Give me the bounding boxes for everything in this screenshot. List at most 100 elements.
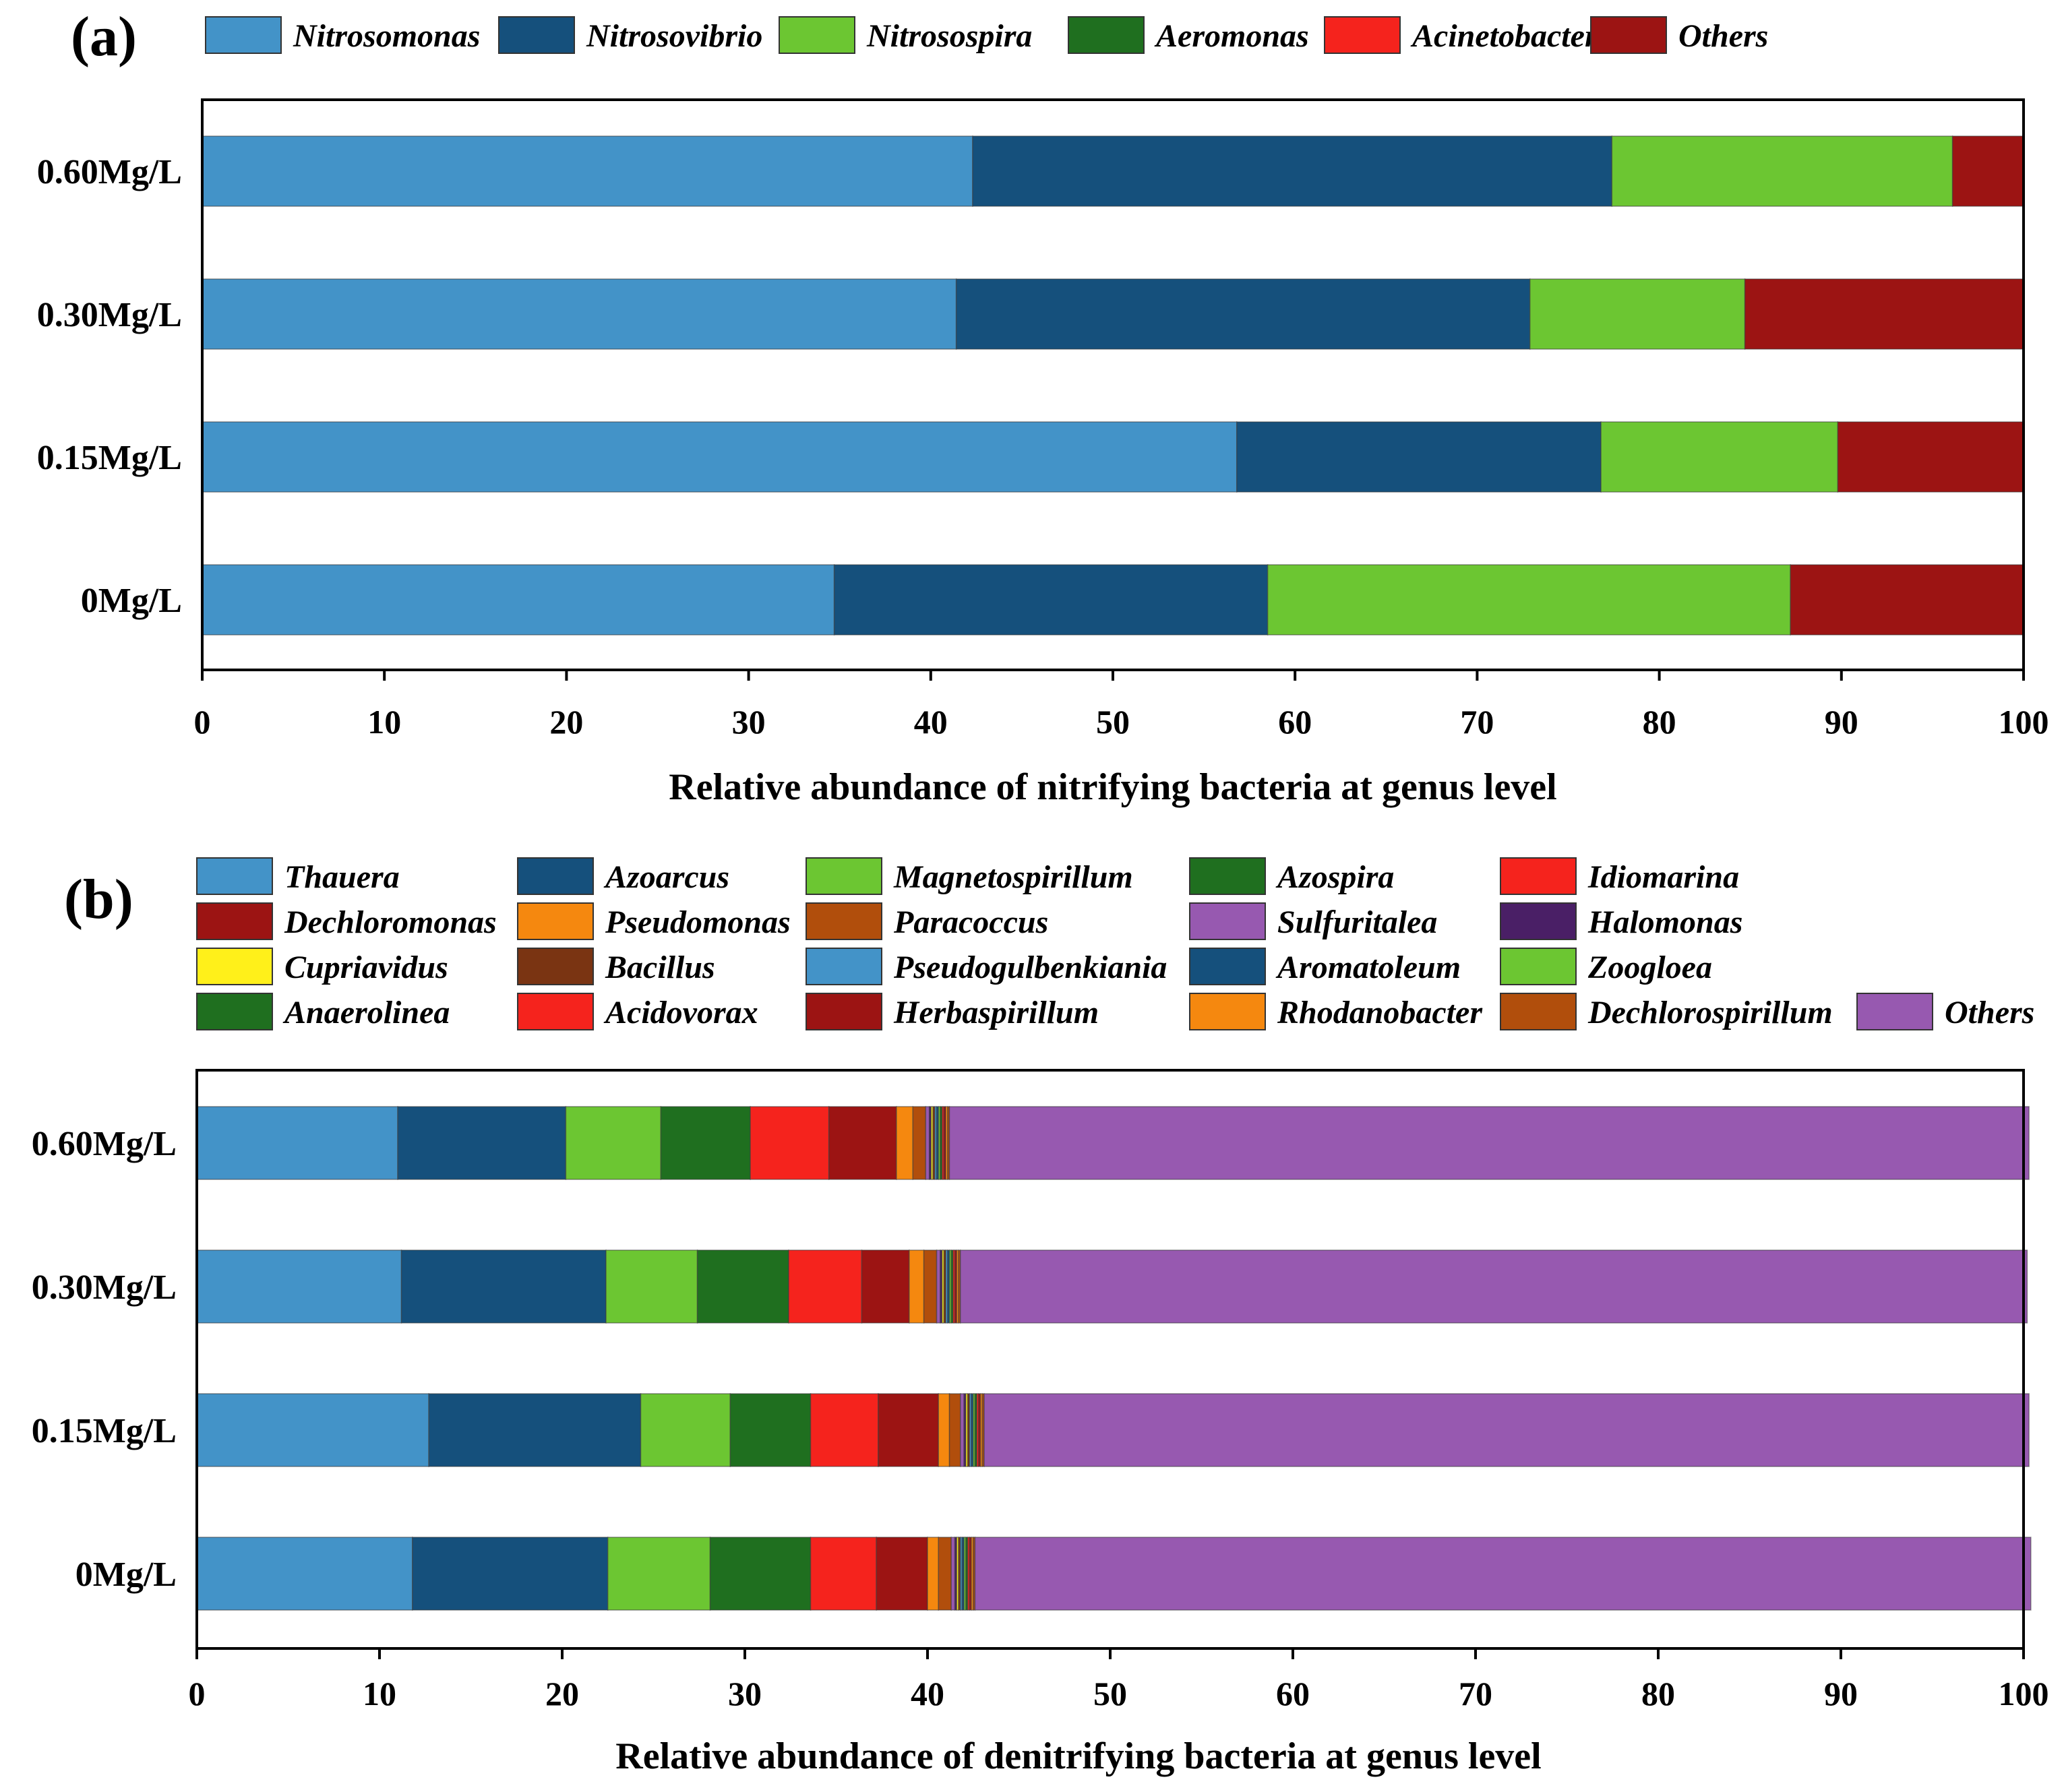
x-tick-label-100: 100 (1999, 703, 2049, 741)
x-tick-label-100: 100 (1999, 1675, 2049, 1712)
category-label-0-30mg-l: 0.30Mg/L (32, 1268, 177, 1307)
x-tick-label-30: 30 (728, 1675, 762, 1712)
legend-swatch-magnetospirillum (806, 857, 882, 895)
bar-segment-thauera-0-30mg-l (196, 1249, 402, 1324)
bar-segment-paracoccus-0-15mg-l (948, 1393, 961, 1467)
legend-label-bacillus: Bacillus (605, 950, 715, 985)
bar-segment-nitrosovibrio-0mg-l (833, 564, 1269, 636)
bar-segment-azospira-0mg-l (709, 1537, 812, 1611)
x-tick-label-80: 80 (1643, 703, 1676, 741)
panel-b: (b) Thauera Azoarcus Magnetospirillum Azosp… (32, 857, 2049, 1777)
legend-label-pseudogulbenkiania: Pseudogulbenkiania (893, 950, 1167, 985)
x-tick-label-90: 90 (1824, 1675, 1858, 1712)
legend-label-others: Others (1945, 995, 2034, 1030)
x-tick-label-50: 50 (1093, 1675, 1127, 1712)
legend-label-aromatoleum: Aromatoleum (1275, 950, 1461, 985)
legend-swatch-anaerolinea (196, 993, 273, 1030)
category-label-0mg-l: 0Mg/L (75, 1555, 177, 1594)
bar-segment-pseudomonas-0-15mg-l (938, 1393, 950, 1467)
bar-segment-pseudomonas-0mg-l (927, 1537, 940, 1611)
bar-segment-magnetospirillum-0-15mg-l (640, 1393, 731, 1467)
bar-segment-nitrosovibrio-0-30mg-l (955, 278, 1531, 350)
legend-label-sulfuritalea: Sulfuritalea (1277, 904, 1437, 940)
bar-segment-nitrosospira-0-15mg-l (1600, 421, 1839, 493)
panel-b-x-axis-title: Relative abundance of denitrifying bacte… (615, 1735, 1541, 1777)
x-tick-label-40: 40 (914, 703, 948, 741)
bar-segment-pseudomonas-0-60mg-l (896, 1106, 914, 1180)
bar-segment-nitrosomonas-0-15mg-l (202, 421, 1238, 493)
category-label-0mg-l: 0Mg/L (81, 582, 182, 620)
category-label-0-15mg-l: 0.15Mg/L (32, 1412, 177, 1450)
bar-segment-nitrosospira-0mg-l (1267, 564, 1791, 636)
x-tick-label-40: 40 (911, 1675, 944, 1712)
category-label-0-30mg-l: 0.30Mg/L (37, 296, 182, 334)
bar-segment-others-0-30mg-l (960, 1249, 2028, 1324)
bar-segment-sulfuritalea-0-60mg-l (925, 1106, 930, 1180)
legend-swatch-nitrosospira (779, 16, 855, 54)
legend-swatch-cupriavidus (196, 948, 273, 985)
legend-label-paracoccus: Paracoccus (893, 904, 1048, 940)
legend-swatch-dechlorospirillum (1500, 993, 1577, 1030)
panel-b-legend: Thauera Azoarcus Magnetospirillum Azospira I… (196, 857, 2034, 1030)
legend-label-dechloromonas: Dechloromonas (284, 904, 497, 940)
x-tick-label-30: 30 (732, 703, 766, 741)
bar-segment-idiomarina-0mg-l (810, 1537, 877, 1611)
legend-swatch-zoogloea (1500, 948, 1577, 985)
x-tick-label-60: 60 (1276, 1675, 1310, 1712)
legend-swatch-bacillus (517, 948, 594, 985)
legend-swatch-idiomarina (1500, 857, 1577, 895)
bar-segment-nitrosomonas-0-30mg-l (202, 278, 957, 350)
legend-swatch-others (1590, 16, 1667, 54)
x-tick-label-20: 20 (549, 703, 583, 741)
legend-swatch-nitrosovibrio (498, 16, 575, 54)
legend-swatch-sulfuritalea (1189, 902, 1266, 940)
legend-swatch-pseudogulbenkiania (806, 948, 882, 985)
bar-segment-idiomarina-0-60mg-l (750, 1106, 830, 1180)
bar-segment-nitrosomonas-0mg-l (202, 564, 835, 636)
legend-label-anaerolinea: Anaerolinea (282, 995, 450, 1030)
x-tick-label-10: 10 (363, 1675, 396, 1712)
x-tick-label-50: 50 (1096, 703, 1130, 741)
legend-label-herbaspirillum: Herbaspirillum (893, 995, 1099, 1030)
x-tick-label-80: 80 (1641, 1675, 1675, 1712)
legend-swatch-aeromonas (1068, 16, 1145, 54)
bar-segment-thauera-0mg-l (196, 1537, 413, 1611)
bar-segment-dechloromonas-0-30mg-l (861, 1249, 910, 1324)
bar-segment-sulfuritalea-0-30mg-l (936, 1249, 941, 1324)
bar-segment-others-0-60mg-l (1951, 135, 2024, 207)
bar-segment-paracoccus-0mg-l (938, 1537, 952, 1611)
legend-label-azoarcus: Azoarcus (603, 859, 729, 895)
x-tick-label-0: 0 (194, 703, 211, 741)
legend-swatch-halomonas (1500, 902, 1577, 940)
legend-swatch-pseudomonas (517, 902, 594, 940)
legend-label-others: Others (1678, 18, 1768, 54)
legend-label-nitrosospira: Nitrosospira (866, 18, 1032, 54)
panel-a-label: (a) (71, 5, 137, 68)
bar-segment-others-0-15mg-l (983, 1393, 2030, 1467)
panel-b-category-labels: 0.60Mg/L 0.30Mg/L 0.15Mg/L 0Mg/L (32, 1125, 177, 1594)
bar-segment-others-0-30mg-l (1744, 278, 2024, 350)
legend-label-zoogloea: Zoogloea (1587, 950, 1712, 985)
legend-swatch-nitrosomonas (205, 16, 282, 54)
legend-label-azospira: Azospira (1275, 859, 1394, 895)
bar-segment-magnetospirillum-0-30mg-l (605, 1249, 698, 1324)
panel-a: (a) Nitrosomonas Nitrosovibrio Nitrosospir… (37, 5, 2049, 808)
panel-b-x-ticks: 0 10 20 30 40 50 60 70 80 90 100 (189, 1648, 2049, 1712)
legend-label-thauera: Thauera (284, 859, 400, 895)
legend-swatch-rhodanobacter (1189, 993, 1266, 1030)
legend-swatch-paracoccus (806, 902, 882, 940)
bar-segment-idiomarina-0-15mg-l (810, 1393, 879, 1467)
legend-label-pseudomonas: Pseudomonas (605, 904, 791, 940)
x-tick-label-60: 60 (1278, 703, 1312, 741)
bar-segment-nitrosovibrio-0-60mg-l (972, 135, 1613, 207)
legend-label-acinetobacter: Acinetobacter (1410, 18, 1598, 54)
bar-segment-pseudomonas-0-30mg-l (909, 1249, 925, 1324)
legend-swatch-herbaspirillum (806, 993, 882, 1030)
panel-a-x-ticks: 0 10 20 30 40 50 60 70 80 90 100 (194, 670, 2049, 741)
legend-swatch-acidovorax (517, 993, 594, 1030)
x-tick-label-70: 70 (1459, 1675, 1492, 1712)
legend-label-nitrosomonas: Nitrosomonas (293, 18, 480, 54)
legend-swatch-thauera (196, 857, 273, 895)
legend-label-nitrosovibrio: Nitrosovibrio (586, 18, 762, 54)
